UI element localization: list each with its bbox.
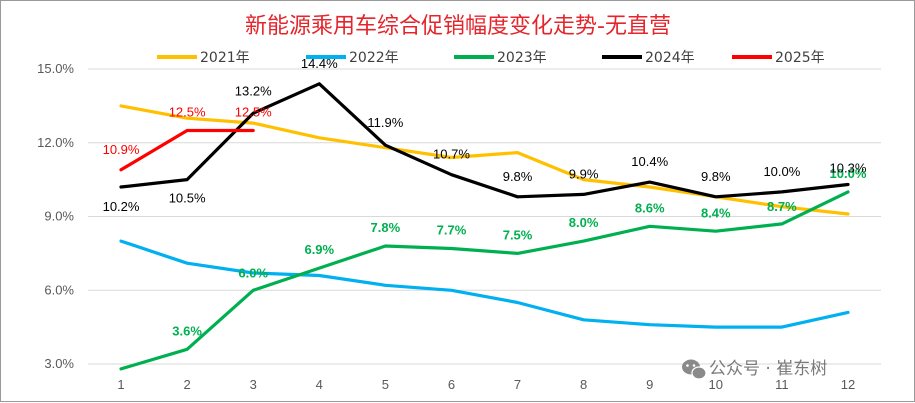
x-tick-label: 11 bbox=[775, 377, 789, 392]
data-label: 14.4% bbox=[301, 56, 338, 71]
y-tick-label: 15.0% bbox=[37, 61, 74, 76]
x-tick-label: 3 bbox=[250, 377, 257, 392]
data-label: 9.8% bbox=[503, 169, 533, 184]
data-label: 9.8% bbox=[701, 169, 731, 184]
data-label: 8.6% bbox=[635, 200, 665, 215]
x-tick-label: 7 bbox=[514, 377, 521, 392]
data-label: 7.5% bbox=[503, 227, 533, 242]
data-label: 10.0% bbox=[763, 164, 800, 179]
series-line bbox=[119, 190, 850, 371]
data-label: 10.7% bbox=[433, 147, 470, 162]
data-label: 7.7% bbox=[437, 222, 467, 237]
data-label: 10.9% bbox=[103, 142, 140, 157]
x-tick-label: 12 bbox=[841, 377, 855, 392]
x-tick-label: 6 bbox=[448, 377, 455, 392]
data-label: 3.6% bbox=[172, 323, 202, 338]
x-tick-label: 10 bbox=[709, 377, 723, 392]
x-tick-label: 2 bbox=[184, 377, 191, 392]
data-labels: 3.6% 6.0% 6.9% 7.8% 7.7% 7.5% 8.0% 8.6% 8.4% 8.7%… bbox=[103, 56, 867, 339]
wechat-icon bbox=[682, 359, 707, 380]
data-label: 10.0% bbox=[830, 166, 867, 181]
series-line bbox=[119, 82, 850, 199]
watermark-text: 公众号 · 崔东树 bbox=[709, 359, 827, 379]
data-label: 8.4% bbox=[701, 205, 731, 220]
series-line bbox=[119, 128, 255, 172]
series-lines bbox=[119, 82, 850, 371]
data-label: 7.8% bbox=[371, 220, 401, 235]
data-label: 9.9% bbox=[569, 166, 599, 181]
grid-lines bbox=[88, 68, 881, 365]
series-line bbox=[119, 239, 850, 329]
axis-labels: 3.0%6.0%9.0%12.0%15.0%1 2 3 4 5 6 7 8 9 10 11 12 bbox=[37, 61, 855, 392]
legend-entry: 2023年 bbox=[497, 50, 547, 66]
data-label: 8.7% bbox=[767, 199, 797, 214]
legend: 2021年 2022年 2023年 2024年 2025年 bbox=[157, 50, 825, 66]
data-label: 6.9% bbox=[304, 242, 334, 257]
data-label: 10.2% bbox=[103, 199, 140, 214]
data-label: 6.0% bbox=[238, 265, 268, 280]
y-tick-label: 3.0% bbox=[44, 356, 74, 371]
x-tick-label: 1 bbox=[117, 377, 124, 392]
legend-entry: 2024年 bbox=[645, 50, 695, 66]
legend-entry: 2022年 bbox=[349, 50, 399, 66]
data-label: 8.0% bbox=[569, 215, 599, 230]
x-tick-label: 9 bbox=[646, 377, 653, 392]
y-tick-label: 9.0% bbox=[44, 209, 74, 224]
data-label: 11.9% bbox=[367, 115, 403, 130]
y-tick-label: 6.0% bbox=[44, 282, 74, 297]
y-tick-label: 12.0% bbox=[37, 135, 74, 150]
legend-entry: 2021年 bbox=[200, 50, 250, 66]
data-label: 13.2% bbox=[235, 83, 272, 98]
x-tick-label: 4 bbox=[316, 377, 323, 392]
data-label: 12.5% bbox=[169, 104, 206, 119]
x-tick-label: 5 bbox=[382, 377, 389, 392]
data-label: 10.3% bbox=[830, 161, 867, 176]
data-label: 12.5% bbox=[235, 104, 272, 119]
watermark: 公众号 · 崔东树 bbox=[682, 359, 827, 380]
x-tick-label: 8 bbox=[580, 377, 587, 392]
data-label: 10.4% bbox=[631, 154, 668, 169]
series-line bbox=[119, 104, 850, 216]
legend-entry: 2025年 bbox=[775, 50, 825, 66]
chart-title: 新能源乘用车综合促销幅度变化走势-无直营 bbox=[245, 14, 671, 39]
data-label: 10.5% bbox=[169, 191, 206, 206]
